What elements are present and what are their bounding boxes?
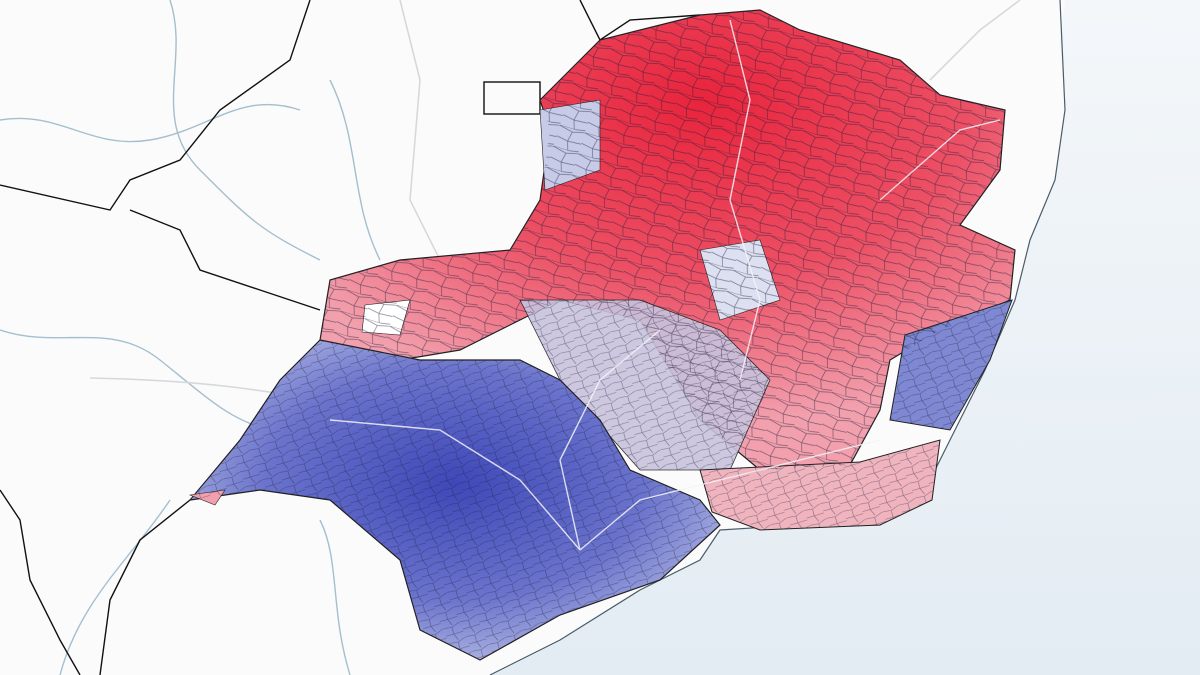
internal-roads [329,19,1001,551]
rivers [0,0,381,675]
state-borders [0,0,701,675]
ocean [490,0,1200,675]
municipality-mesh [320,10,1015,470]
municipality-mesh-south [190,300,1012,660]
